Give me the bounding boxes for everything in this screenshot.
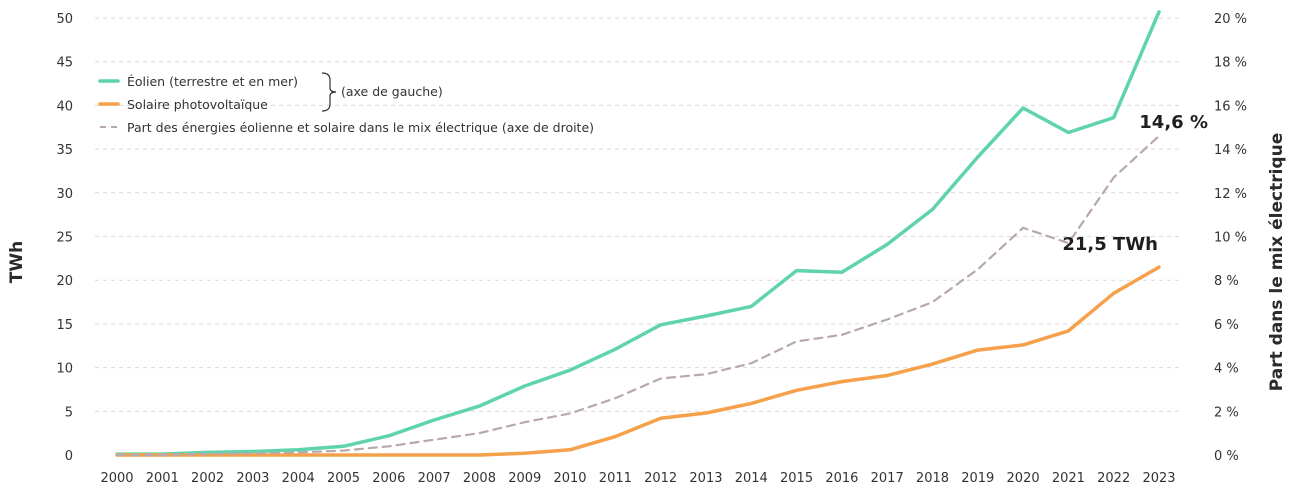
x-tick-label: 2010 <box>553 471 586 486</box>
left-tick-label: 25 <box>56 231 73 246</box>
right-tick-label: 10 % <box>1214 231 1247 246</box>
x-tick-label: 2006 <box>372 471 405 486</box>
series-line-1 <box>115 265 1161 457</box>
right-axis-ticks: 0 % 2 % 4 % 6 % 8 % 10 % 12 % 14 % 16 % 18 % 20 % <box>1214 12 1247 464</box>
grid-lines <box>95 17 1182 412</box>
left-tick-label: 15 <box>56 318 73 333</box>
right-tick-label: 2 % <box>1214 405 1239 420</box>
end-label-2: 14,6 % <box>1139 112 1208 133</box>
left-tick-label: 10 <box>56 362 73 377</box>
legend-brace-icon <box>321 72 337 112</box>
x-tick-label: 2022 <box>1097 471 1130 486</box>
right-tick-label: 14 % <box>1214 143 1247 158</box>
legend-label-solaire: Solaire photovoltaïque <box>127 97 268 112</box>
right-tick-label: 8 % <box>1214 274 1239 289</box>
x-tick-label: 2007 <box>418 471 451 486</box>
legend-label-part: Part des énergies éolienne et solaire da… <box>127 120 594 135</box>
right-tick-label: 4 % <box>1214 362 1239 377</box>
left-tick-label: 5 <box>65 405 73 420</box>
left-tick-label: 40 <box>56 99 73 114</box>
left-tick-label: 45 <box>56 56 73 71</box>
x-tick-label: 2004 <box>282 471 315 486</box>
left-axis-ticks: 0 5 10 15 20 25 30 35 40 45 50 <box>56 12 73 464</box>
x-axis-ticks: 2000 2001 2002 2003 2004 2005 2006 2007 2008 2009… <box>100 471 1175 486</box>
series-line-0 <box>115 10 1161 456</box>
x-tick-label: 2019 <box>961 471 994 486</box>
x-tick-label: 2008 <box>463 471 496 486</box>
right-tick-label: 20 % <box>1214 12 1247 27</box>
x-tick-label: 2012 <box>644 471 677 486</box>
x-tick-label: 2014 <box>735 471 768 486</box>
left-tick-label: 20 <box>56 274 73 289</box>
series-lines <box>115 10 1161 457</box>
x-tick-label: 2020 <box>1007 471 1040 486</box>
x-tick-label: 2021 <box>1052 471 1085 486</box>
x-tick-label: 2000 <box>100 471 133 486</box>
right-axis-title: Part dans le mix électrique <box>1267 133 1287 392</box>
legend-label-eolien: Éolien (terrestre et en mer) <box>127 74 298 89</box>
right-tick-label: 12 % <box>1214 187 1247 202</box>
x-tick-label: 2016 <box>825 471 858 486</box>
left-tick-label: 35 <box>56 143 73 158</box>
x-tick-label: 2011 <box>599 471 632 486</box>
left-tick-label: 0 <box>65 449 73 464</box>
right-tick-label: 18 % <box>1214 56 1247 71</box>
series-line-2 <box>115 134 1161 457</box>
x-tick-label: 2018 <box>916 471 949 486</box>
x-tick-label: 2002 <box>191 471 224 486</box>
legend-group-note: (axe de gauche) <box>341 84 443 99</box>
right-tick-label: 0 % <box>1214 449 1239 464</box>
x-tick-label: 2003 <box>236 471 269 486</box>
left-tick-label: 50 <box>56 12 73 27</box>
x-tick-label: 2009 <box>508 471 541 486</box>
end-label-1: 21,5 TWh <box>1062 234 1158 255</box>
left-tick-label: 30 <box>56 187 73 202</box>
right-tick-label: 16 % <box>1214 99 1247 114</box>
left-axis-title: TWh <box>7 241 27 283</box>
x-tick-label: 2013 <box>689 471 722 486</box>
x-tick-label: 2001 <box>146 471 179 486</box>
x-tick-label: 2015 <box>780 471 813 486</box>
legend: Éolien (terrestre et en mer) Solaire pho… <box>98 72 594 135</box>
right-tick-label: 6 % <box>1214 318 1239 333</box>
x-tick-label: 2005 <box>327 471 360 486</box>
x-tick-label: 2017 <box>871 471 904 486</box>
x-tick-label: 2023 <box>1142 471 1175 486</box>
